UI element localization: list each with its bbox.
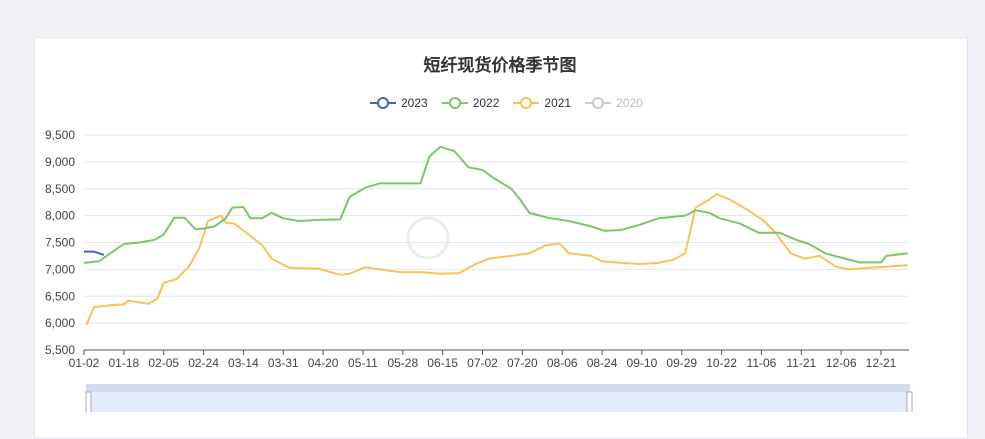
legend-marker-icon	[441, 97, 468, 109]
plot-area: 5,500 6,000 6,500 7,000 7,500 8,000 8,500 9,000…	[45, 128, 913, 412]
legend-item-2022[interactable]: 2022	[441, 96, 500, 110]
x-tick-label: 02-05	[148, 356, 179, 370]
x-tick-label: 10-22	[706, 356, 737, 370]
chart-title: 短纤现货价格季节图	[423, 56, 577, 75]
x-tick-label: 04-20	[308, 356, 339, 370]
y-tick-label: 6,000	[45, 316, 75, 330]
x-tick-label: 02-24	[188, 356, 219, 370]
x-tick-label: 03-31	[268, 356, 299, 370]
x-tick-label: 09-10	[627, 356, 658, 370]
legend-item-2023[interactable]: 2023	[370, 96, 428, 110]
x-tick-label: 11-06	[747, 356, 777, 370]
legend-label: 2021	[544, 96, 572, 110]
y-tick-label: 9,000	[45, 155, 75, 169]
legend-label: 2020	[616, 96, 643, 110]
y-tick-label: 9,500	[45, 128, 75, 142]
x-tick-label: 07-02	[467, 356, 498, 370]
x-tick-label: 08-24	[587, 356, 618, 370]
y-tick-label: 5,500	[45, 343, 75, 357]
y-tick-label: 8,500	[45, 182, 75, 196]
y-tick-label: 6,500	[45, 289, 75, 303]
x-tick-label: 08-06	[547, 356, 578, 370]
datazoom-handle-left[interactable]	[85, 391, 92, 412]
x-tick-label: 01-18	[108, 356, 139, 370]
x-tick-label: 12-21	[866, 356, 897, 370]
y-tick-label: 7,000	[45, 262, 75, 276]
x-tick-label: 07-20	[507, 356, 538, 370]
legend-marker-icon	[370, 97, 396, 109]
datazoom-handle-right[interactable]	[906, 391, 913, 412]
legend-label: 2022	[472, 96, 500, 110]
x-tick-label: 05-11	[348, 356, 378, 370]
y-tick-label: 8,000	[45, 209, 75, 223]
legend-item-2021[interactable]: 2021	[513, 96, 571, 110]
x-tick-label: 11-21	[786, 356, 816, 370]
x-tick-label: 05-28	[387, 356, 418, 370]
x-tick-label: 12-06	[826, 356, 857, 370]
y-tick-label: 7,500	[45, 236, 75, 250]
legend: 2023 2022 2021 2020	[370, 96, 643, 110]
x-tick-label: 01-02	[69, 356, 100, 370]
chart-card	[34, 37, 968, 439]
x-tick-label: 06-15	[427, 356, 458, 370]
legend-item-2020[interactable]: 2020	[585, 96, 643, 110]
series-line-2021	[85, 193, 908, 326]
legend-label: 2023	[401, 96, 428, 110]
series-line-2022	[83, 145, 908, 264]
watermark-logo	[406, 216, 450, 260]
series-line-2023	[84, 250, 105, 256]
x-tick-label: 09-29	[666, 356, 697, 370]
legend-marker-icon	[585, 97, 612, 109]
datazoom-slider[interactable]	[85, 384, 913, 412]
legend-marker-icon	[513, 97, 540, 109]
x-tick-label: 03-14	[228, 356, 259, 370]
